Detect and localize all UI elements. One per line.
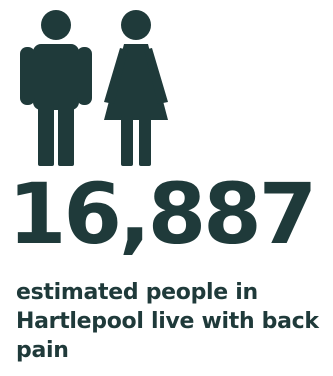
woman-icon — [104, 10, 168, 166]
people-icons — [18, 8, 178, 168]
stat-caption: estimated people in Hartlepool live with… — [16, 280, 319, 363]
people-icons-graphic — [20, 10, 168, 166]
man-icon — [20, 10, 92, 166]
stat-number: 16,887 — [8, 165, 317, 263]
